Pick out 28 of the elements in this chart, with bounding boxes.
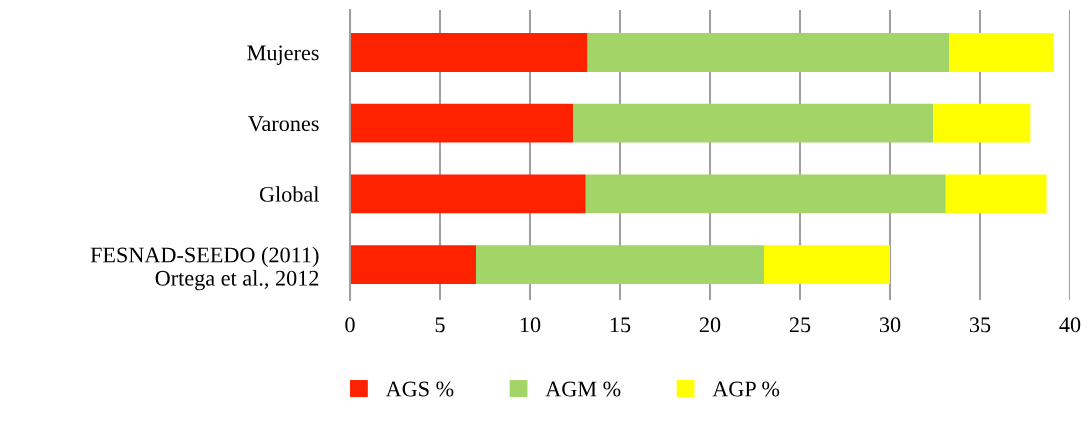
x-tick-label: 10 bbox=[520, 317, 541, 333]
x-tick-label: 20 bbox=[699, 317, 721, 333]
x-tick-label: 25 bbox=[789, 317, 811, 333]
bar bbox=[350, 103, 574, 143]
bar bbox=[949, 32, 1054, 72]
bar bbox=[933, 103, 1031, 143]
bar bbox=[350, 32, 588, 72]
x-tick-label: 40 bbox=[1059, 317, 1081, 333]
legend-label: AGP % bbox=[712, 381, 780, 397]
legend-label: AGS % bbox=[385, 381, 454, 397]
x-tick-label: 5 bbox=[435, 317, 445, 333]
y-tick-label: FESNAD-SEEDO (2011) Ortega et al., 2012 bbox=[90, 246, 319, 291]
bar bbox=[476, 245, 764, 285]
x-tick-label: 15 bbox=[610, 317, 631, 333]
y-tick-label: Mujeres bbox=[247, 45, 319, 65]
bar bbox=[764, 245, 890, 285]
bar bbox=[573, 103, 934, 143]
y-tick-label: Global bbox=[259, 186, 319, 202]
bar bbox=[945, 174, 1047, 214]
legend-label: AGM % bbox=[545, 381, 621, 397]
y-tick-label: Varones bbox=[248, 116, 319, 132]
bar bbox=[350, 245, 476, 285]
bar bbox=[585, 174, 946, 214]
x-tick-label: 0 bbox=[345, 317, 355, 333]
bar bbox=[587, 32, 950, 72]
x-tick-label: 35 bbox=[969, 317, 991, 333]
bar bbox=[350, 174, 586, 214]
x-tick-label: 30 bbox=[879, 317, 901, 333]
